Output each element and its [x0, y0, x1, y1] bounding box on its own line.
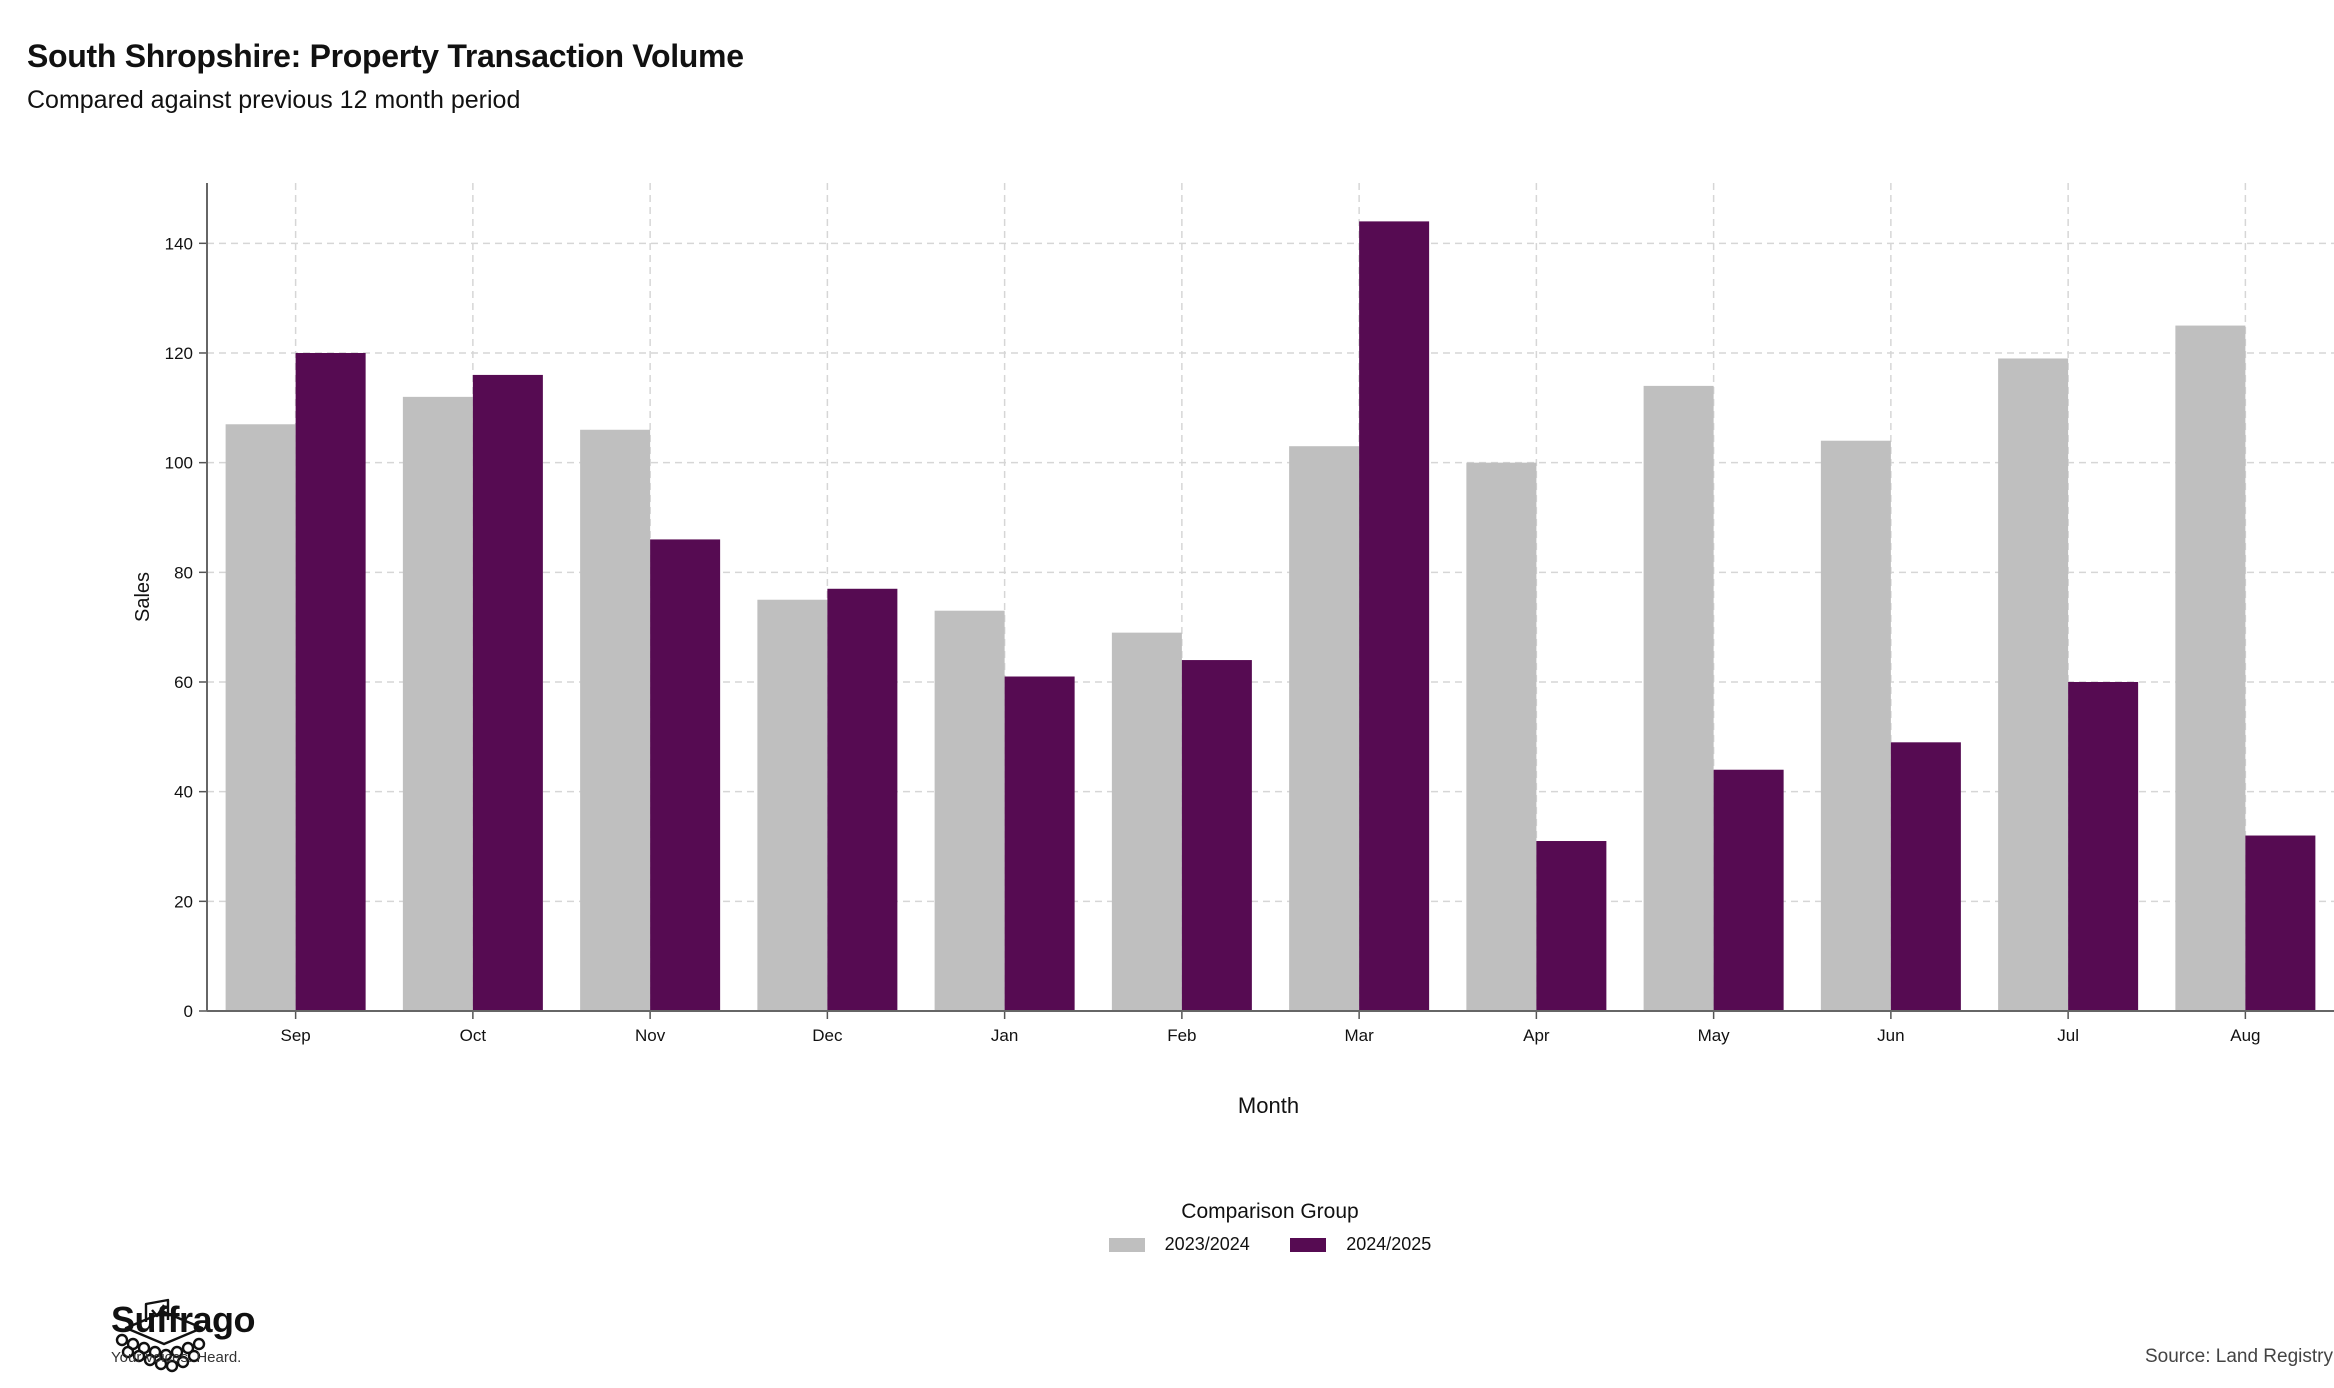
bar-jul-2023-2024	[1998, 358, 2069, 1011]
bar-jul-2024-2025	[2068, 681, 2139, 1011]
x-tick-label-jun: Jun	[1877, 1026, 1904, 1045]
x-tick-label-oct: Oct	[460, 1026, 487, 1045]
y-axis-title: Sales	[132, 572, 154, 622]
bar-mar-2024-2025	[1359, 221, 1430, 1012]
x-tick-label-dec: Dec	[812, 1026, 843, 1045]
x-tick-label-jan: Jan	[991, 1026, 1018, 1045]
y-tick-label-80: 80	[174, 563, 193, 582]
x-tick-label-aug: Aug	[2230, 1026, 2260, 1045]
source-note: Source: Land Registry	[2145, 1346, 2333, 1367]
bar-aug-2024-2025	[2245, 835, 2316, 1011]
x-axis-title: Month	[1238, 1093, 1299, 1118]
bars	[225, 221, 2316, 1012]
x-tick-label-feb: Feb	[1167, 1026, 1196, 1045]
x-tick-label-sep: Sep	[281, 1026, 311, 1045]
y-tick-label-0: 0	[184, 1002, 193, 1021]
ballot-box-icon	[115, 1298, 206, 1373]
bar-jun-2024-2025	[1890, 742, 1961, 1011]
y-tick-label-140: 140	[165, 234, 193, 253]
bar-chart: 0 20 40 60 80 100 120 140 Sep Oct Nov Dec Jan Feb Mar A…	[132, 183, 2334, 1118]
legend-item-2023-2024: 2023/2024	[1108, 1234, 1250, 1255]
y-tick-label-120: 120	[165, 344, 193, 363]
bar-sep-2023-2024	[225, 424, 296, 1012]
bar-mar-2023-2024	[1289, 446, 1360, 1011]
axis-labels: 0 20 40 60 80 100 120 140 Sep Oct Nov Dec Jan Feb Mar A…	[132, 234, 2261, 1118]
brand-tagline: Your voices. Heard.	[111, 1349, 242, 1366]
bar-oct-2024-2025	[472, 374, 543, 1011]
legend-swatch-2024-2025	[1290, 1237, 1327, 1252]
legend-title: Comparison Group	[1181, 1200, 1359, 1223]
bar-sep-2024-2025	[295, 352, 366, 1011]
legend: 2023/2024 2024/2025	[0, 1234, 2334, 1257]
bar-aug-2023-2024	[2175, 325, 2246, 1011]
chart-title: South Shropshire: Property Transaction V…	[27, 38, 744, 74]
x-tick-label-jul: Jul	[2057, 1026, 2079, 1045]
bar-feb-2023-2024	[1111, 632, 1182, 1011]
chart-subtitle: Compared against previous 12 month perio…	[27, 86, 521, 114]
y-tick-label-20: 20	[174, 892, 193, 911]
axes	[199, 183, 2334, 1019]
legend-item-2024-2025: 2024/2025	[1290, 1234, 1431, 1255]
bar-jun-2023-2024	[1820, 440, 1891, 1011]
brand-name: Suffrago	[111, 1299, 256, 1340]
legend-swatch-2023-2024	[1108, 1237, 1145, 1252]
x-tick-label-may: May	[1698, 1026, 1731, 1045]
bar-may-2024-2025	[1713, 769, 1784, 1011]
bar-oct-2023-2024	[402, 396, 473, 1011]
bar-may-2023-2024	[1643, 385, 1714, 1011]
bar-apr-2024-2025	[1536, 841, 1607, 1011]
bar-jan-2023-2024	[934, 610, 1005, 1011]
y-tick-label-60: 60	[174, 673, 193, 692]
x-tick-label-apr: Apr	[1523, 1026, 1550, 1045]
y-tick-label-40: 40	[174, 783, 193, 802]
bar-dec-2023-2024	[757, 599, 828, 1011]
bar-nov-2023-2024	[580, 429, 651, 1011]
bar-dec-2024-2025	[827, 588, 898, 1011]
legend-label-2023-2024: 2023/2024	[1164, 1234, 1250, 1254]
x-tick-label-mar: Mar	[1344, 1026, 1374, 1045]
bar-apr-2023-2024	[1466, 462, 1537, 1011]
bar-nov-2024-2025	[650, 539, 721, 1011]
legend-label-2024-2025: 2024/2025	[1346, 1234, 1432, 1254]
y-tick-label-100: 100	[165, 454, 193, 473]
x-tick-label-nov: Nov	[635, 1026, 666, 1045]
bar-feb-2024-2025	[1181, 660, 1252, 1011]
bar-jan-2024-2025	[1004, 676, 1075, 1011]
